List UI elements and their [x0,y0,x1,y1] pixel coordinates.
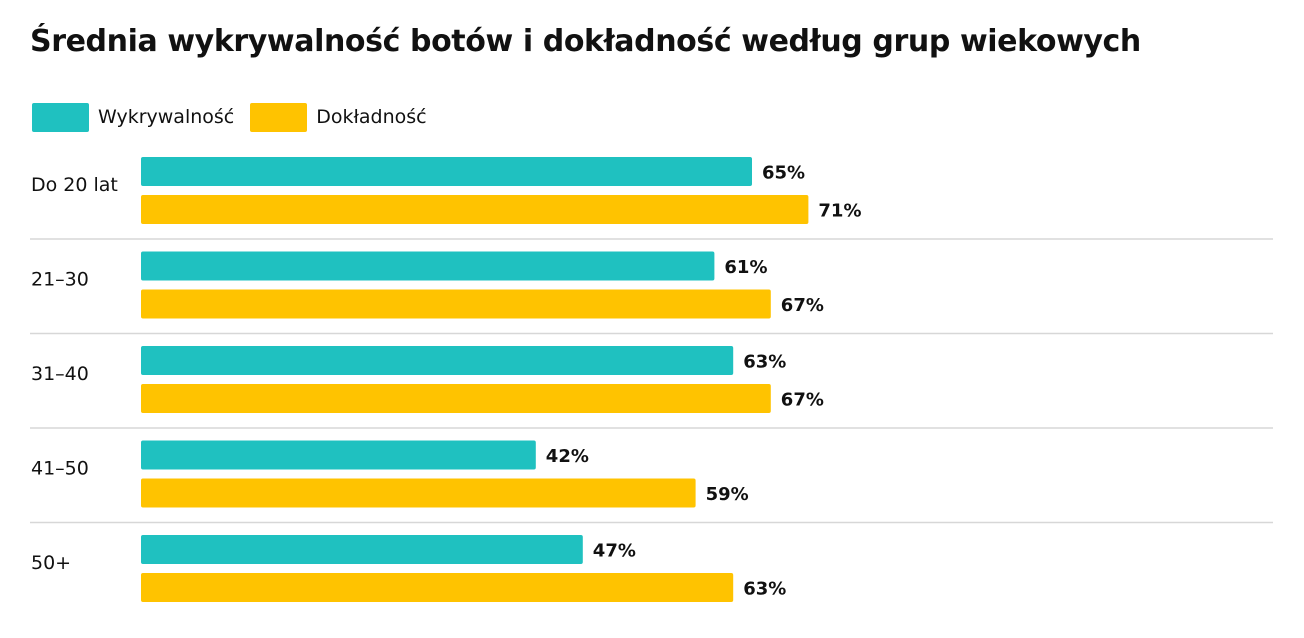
value-label-dokladnosc-50: 63% [743,579,786,600]
value-label-wykrywalnosc-21-30: 61% [724,257,767,278]
bar-wykrywalnosc-50 [141,535,583,564]
value-label-dokladnosc-31-40: 67% [781,390,824,411]
bar-wykrywalnosc-21-30 [141,251,715,281]
bar-dokladnosc-31-40 [141,384,771,413]
category-label-31-40: 31–40 [31,363,89,385]
category-label-41-50: 41–50 [31,458,89,480]
category-label-50: 50+ [31,552,71,574]
bar-wykrywalnosc-do-20-lat [141,157,752,186]
category-label-21-30: 21–30 [31,269,89,291]
bar-dokladnosc-do-20-lat [141,195,809,224]
value-label-wykrywalnosc-do-20-lat: 65% [762,163,805,184]
category-label-do-20-lat: Do 20 lat [31,174,118,196]
legend-label-wykrywalnosc: Wykrywalność [98,106,235,128]
legend: Wykrywalność Dokładność [32,102,443,132]
chart-title: Średnia wykrywalność botów i dokładność … [30,24,1141,59]
value-label-wykrywalnosc-50: 47% [593,541,636,562]
legend-item-wykrywalnosc: Wykrywalność [32,102,235,132]
legend-swatch-dokladnosc [250,102,308,132]
legend-swatch-wykrywalnosc [32,102,89,132]
bar-wykrywalnosc-31-40 [141,346,734,375]
value-label-dokladnosc-do-20-lat: 71% [818,201,861,222]
bar-dokladnosc-21-30 [141,289,771,319]
bar-wykrywalnosc-41-50 [141,440,536,470]
value-label-dokladnosc-21-30: 67% [781,295,824,316]
legend-label-dokladnosc: Dokładność [316,106,427,128]
value-label-wykrywalnosc-31-40: 63% [743,352,786,373]
value-label-wykrywalnosc-41-50: 42% [546,446,589,467]
value-label-dokladnosc-41-50: 59% [706,484,749,505]
bar-dokladnosc-50 [141,573,734,602]
legend-item-dokladnosc: Dokładność [250,102,427,132]
bar-dokladnosc-41-50 [141,478,696,508]
